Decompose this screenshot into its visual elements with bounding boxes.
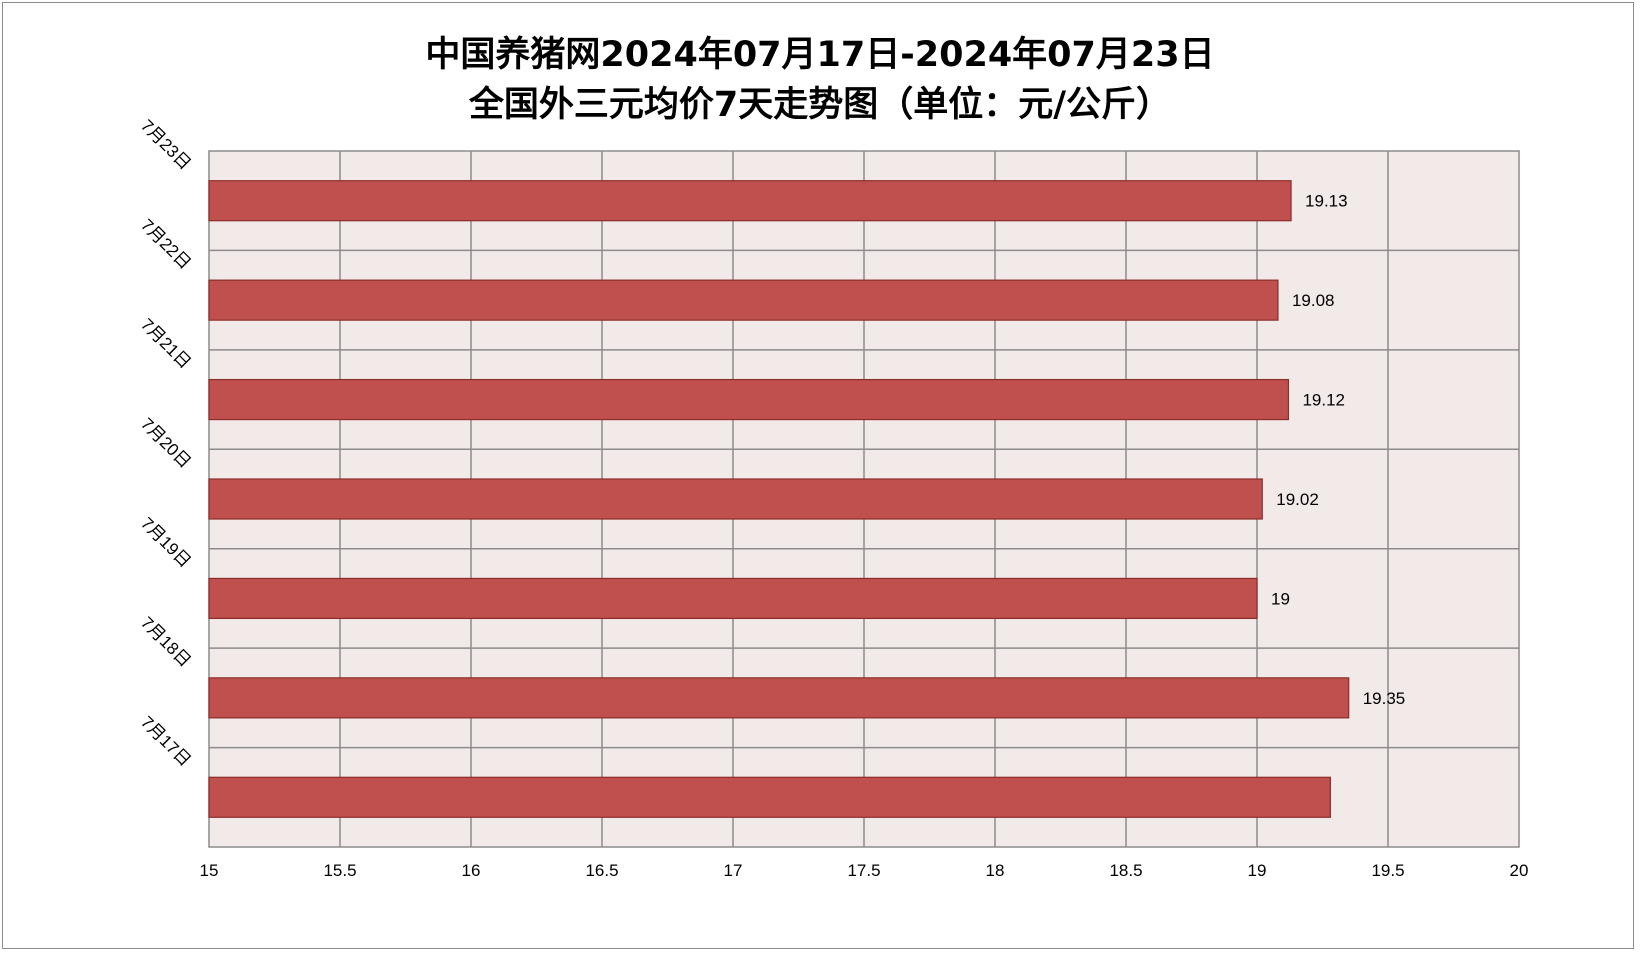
data-label: 19 — [1271, 589, 1290, 608]
bar — [208, 478, 1263, 520]
y-tick-label: 7月23日 — [137, 116, 195, 174]
x-tick-label: 15 — [200, 861, 219, 880]
data-label: 19.02 — [1276, 490, 1319, 509]
bar — [208, 180, 1292, 222]
x-tick-label: 19 — [1248, 861, 1267, 880]
data-label: 19.35 — [1363, 689, 1406, 708]
x-tick-label: 16 — [462, 861, 481, 880]
x-tick-label: 18 — [986, 861, 1005, 880]
y-tick-label: 7月17日 — [137, 713, 195, 771]
x-tick-label: 20 — [1510, 861, 1529, 880]
chart-title-line1: 中国养猪网2024年07月17日-2024年07月23日 — [425, 35, 1215, 75]
data-label: 19.13 — [1305, 192, 1348, 211]
y-tick-label: 7月22日 — [137, 215, 195, 273]
x-tick-label: 17.5 — [847, 861, 880, 880]
bar — [208, 677, 1350, 719]
x-tick-label: 16.5 — [585, 861, 618, 880]
y-tick-label: 7月20日 — [137, 414, 195, 472]
bar — [208, 279, 1279, 321]
data-label: 19.12 — [1302, 391, 1345, 410]
x-tick-label: 19.5 — [1371, 861, 1404, 880]
bar — [208, 577, 1258, 620]
x-tick-label: 17 — [724, 861, 743, 880]
chart-title-line2: 全国外三元均价7天走势图（单位：元/公斤） — [468, 85, 1172, 125]
y-tick-label: 7月21日 — [137, 315, 195, 373]
x-tick-label: 18.5 — [1109, 861, 1142, 880]
y-tick-label: 7月19日 — [137, 514, 195, 572]
bar — [208, 378, 1290, 421]
y-tick-label: 7月18日 — [137, 613, 195, 671]
data-label: 19.08 — [1292, 291, 1335, 310]
bar — [208, 776, 1331, 818]
x-tick-label: 15.5 — [323, 861, 356, 880]
